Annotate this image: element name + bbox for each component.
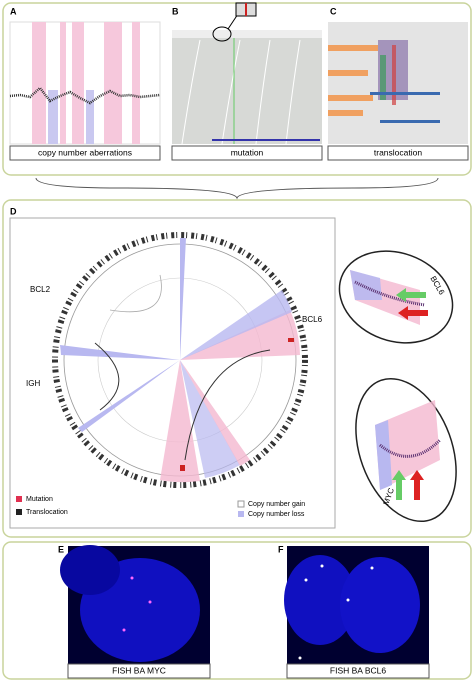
caption-box: [67, 663, 211, 679]
caption-box: [286, 663, 430, 679]
caption: FISH BA BCL6: [330, 665, 386, 675]
legend-label: Mutation: [26, 496, 53, 503]
caption-box: [327, 145, 469, 161]
brace: [35, 177, 439, 200]
caption-box: [171, 145, 323, 161]
panel-label: C: [330, 6, 337, 16]
legend: [16, 496, 245, 517]
legend-label: Copy number gain: [248, 501, 305, 508]
legend-label: Copy number loss: [248, 511, 305, 518]
fish-image: [60, 545, 210, 664]
cna-plot: [9, 21, 161, 145]
mutation-plot: [172, 2, 322, 145]
caption: copy number aberrations: [38, 147, 132, 157]
inset-myc: [355, 377, 457, 523]
panel-label: E: [58, 544, 64, 554]
gene-label: BCL6: [302, 315, 323, 324]
panel-label: D: [10, 206, 17, 216]
caption: FISH BA MYC: [112, 665, 166, 675]
inset-bcl6: [338, 250, 454, 344]
caption: translocation: [374, 147, 422, 157]
circos-plot: [52, 232, 308, 488]
fish-image: [284, 546, 429, 664]
caption-box: [9, 145, 161, 161]
panel-label: F: [278, 544, 284, 554]
panel-label: A: [10, 6, 17, 16]
translocation-plot: [328, 22, 468, 144]
gene-label: BCL2: [30, 285, 51, 294]
caption: mutation: [231, 147, 264, 157]
panel-label: B: [172, 6, 179, 16]
legend-label: Translocation: [26, 509, 68, 516]
gene-label: IGH: [26, 379, 40, 388]
